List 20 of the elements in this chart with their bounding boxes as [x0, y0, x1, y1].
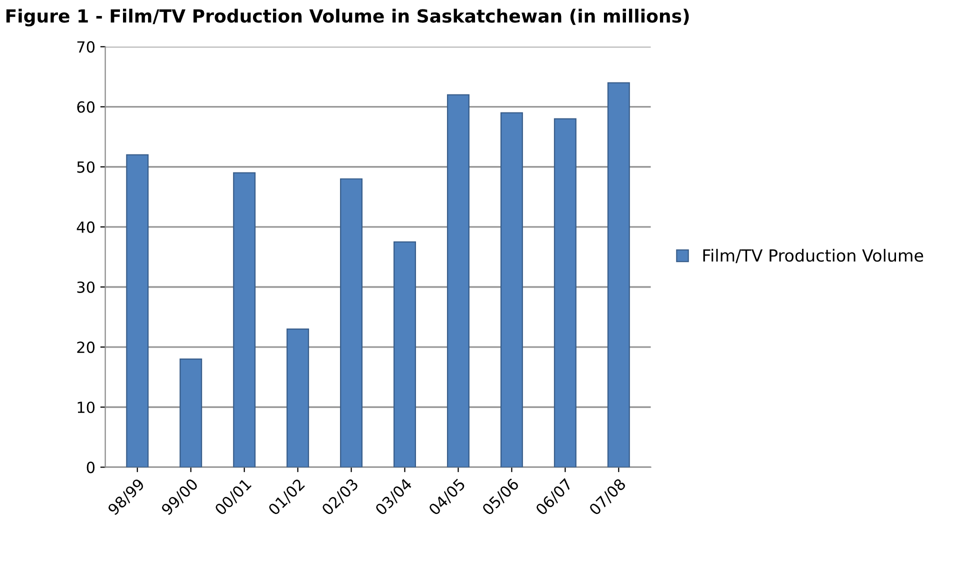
- y-tick-label: 20: [77, 342, 95, 354]
- y-tick-label: 10: [78, 402, 95, 414]
- bar: [500, 112, 523, 468]
- y-tick-label: 0: [86, 462, 95, 474]
- bar: [180, 358, 202, 468]
- bar: [340, 178, 363, 468]
- y-tick-label: 30: [77, 281, 95, 294]
- bar: [394, 241, 416, 468]
- y-tick-label: 60: [77, 101, 95, 113]
- bar: [554, 118, 576, 468]
- chart-title: Figure 1 - Film/TV Production Volume in Saskatchewan (in millions): [6, 8, 689, 26]
- bar: [446, 94, 470, 468]
- bar: [607, 82, 630, 468]
- legend-label: Film/TV Production Volume: [703, 248, 924, 264]
- bar: [126, 154, 149, 468]
- y-tick-label: 70: [77, 41, 95, 53]
- bar: [233, 172, 256, 468]
- y-tick-label: 50: [77, 161, 95, 173]
- bar: [286, 328, 310, 468]
- y-tick-label: 40: [76, 221, 95, 233]
